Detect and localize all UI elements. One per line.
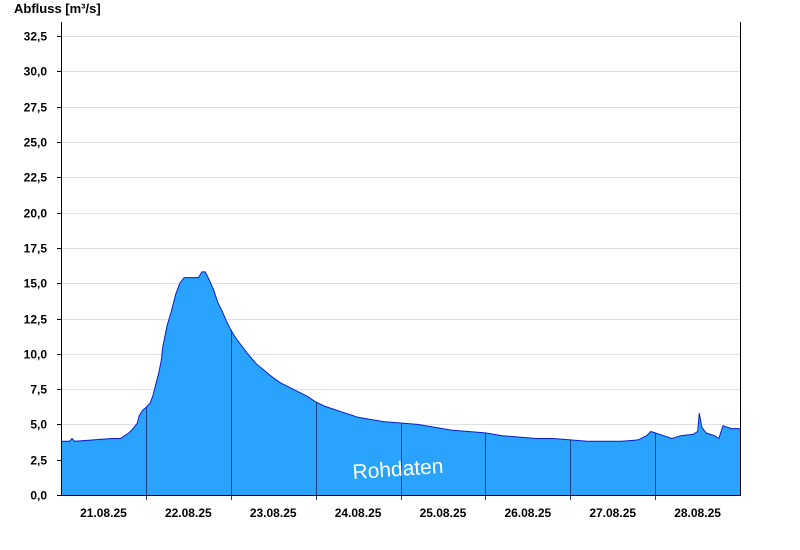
y-axis-title: Abfluss [m³/s] — [14, 1, 101, 16]
day-separator-lines — [146, 329, 656, 500]
data-area — [61, 271, 740, 495]
y-tick-label: 5,0 — [30, 418, 47, 432]
y-tick-label: 22,5 — [24, 171, 48, 185]
y-tick-label: 12,5 — [24, 313, 48, 327]
y-tick-label: 32,5 — [24, 30, 48, 44]
y-tick-label: 2,5 — [30, 454, 47, 468]
discharge-area — [61, 271, 740, 495]
x-tick-label: 27.08.25 — [589, 506, 636, 520]
y-tick-label: 7,5 — [30, 383, 47, 397]
y-tick-label: 0,0 — [30, 489, 47, 503]
y-tick-label: 15,0 — [24, 277, 48, 291]
x-axis-ticks: 21.08.25 22.08.25 23.08.25 24.08.25 25.08.25… — [80, 506, 721, 520]
x-tick-label: 21.08.25 — [80, 506, 127, 520]
x-tick-label: 28.08.25 — [674, 506, 721, 520]
x-tick-label: 26.08.25 — [504, 506, 551, 520]
y-tick-label: 10,0 — [24, 348, 48, 362]
x-tick-label: 23.08.25 — [250, 506, 297, 520]
y-tick-label: 27,5 — [24, 101, 48, 115]
axes — [61, 22, 741, 496]
y-axis-ticks: 0,0 2,5 5,0 7,5 10,0 12,5 15,0 17,5 20,0 22,5 25,0… — [24, 30, 61, 503]
y-tick-label: 17,5 — [24, 242, 48, 256]
x-tick-label: 22.08.25 — [165, 506, 212, 520]
x-tick-label: 25.08.25 — [420, 506, 467, 520]
y-tick-label: 30,0 — [24, 65, 48, 79]
discharge-line — [61, 271, 740, 442]
x-tick-label: 24.08.25 — [335, 506, 382, 520]
y-tick-label: 20,0 — [24, 207, 48, 221]
y-tick-label: 25,0 — [24, 136, 48, 150]
